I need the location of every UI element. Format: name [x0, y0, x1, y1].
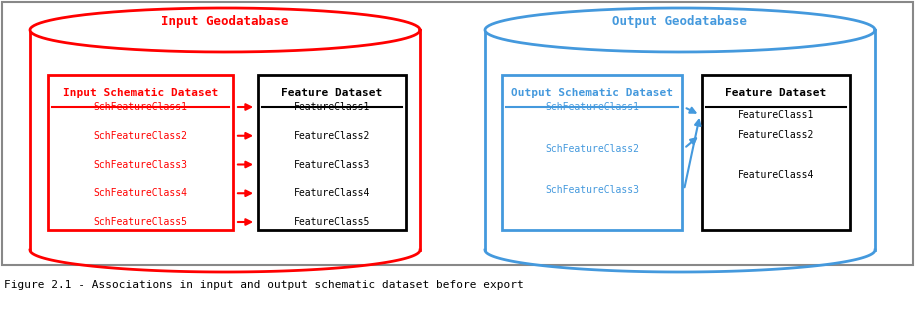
Text: FeatureClass2: FeatureClass2 [737, 130, 814, 140]
Polygon shape [30, 30, 420, 250]
Text: FeatureClass1: FeatureClass1 [294, 102, 371, 112]
Polygon shape [485, 8, 875, 52]
Text: FeatureClass4: FeatureClass4 [294, 188, 371, 198]
Text: FeatureClass4: FeatureClass4 [737, 170, 814, 180]
Text: SchFeatureClass1: SchFeatureClass1 [545, 102, 639, 112]
Text: FeatureClass3: FeatureClass3 [294, 160, 371, 170]
Text: SchFeatureClass5: SchFeatureClass5 [93, 217, 188, 227]
Text: SchFeatureClass2: SchFeatureClass2 [93, 131, 188, 141]
Text: SchFeatureClass3: SchFeatureClass3 [93, 160, 188, 170]
Polygon shape [30, 8, 420, 52]
Text: FeatureClass1: FeatureClass1 [737, 110, 814, 120]
FancyBboxPatch shape [258, 75, 406, 230]
Text: Output Schematic Dataset: Output Schematic Dataset [511, 88, 673, 98]
Text: SchFeatureClass4: SchFeatureClass4 [93, 188, 188, 198]
Text: Feature Dataset: Feature Dataset [726, 88, 826, 98]
Text: FeatureClass5: FeatureClass5 [294, 217, 371, 227]
Text: FeatureClass2: FeatureClass2 [294, 131, 371, 141]
Text: SchFeatureClass3: SchFeatureClass3 [545, 185, 639, 195]
Text: Input Schematic Dataset: Input Schematic Dataset [63, 88, 218, 98]
Text: SchFeatureClass1: SchFeatureClass1 [93, 102, 188, 112]
FancyBboxPatch shape [702, 75, 850, 230]
Text: Feature Dataset: Feature Dataset [282, 88, 382, 98]
Polygon shape [485, 30, 875, 250]
FancyBboxPatch shape [48, 75, 233, 230]
Text: Figure 2.1 - Associations in input and output schematic dataset before export: Figure 2.1 - Associations in input and o… [4, 280, 523, 290]
Text: SchFeatureClass2: SchFeatureClass2 [545, 144, 639, 153]
FancyBboxPatch shape [502, 75, 682, 230]
Text: Output Geodatabase: Output Geodatabase [612, 15, 748, 28]
Text: Input Geodatabase: Input Geodatabase [161, 15, 289, 28]
